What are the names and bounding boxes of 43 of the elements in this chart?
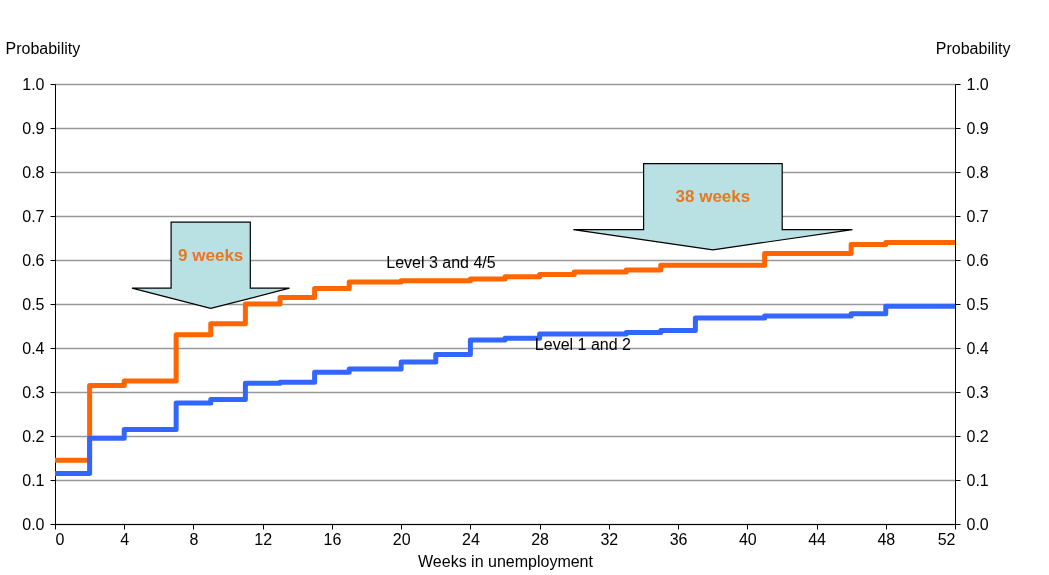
y2-tick-label: 0.1	[966, 471, 989, 489]
y2-tick-label: 0.4	[966, 339, 989, 357]
annotation: 38 weeks	[675, 187, 751, 207]
x-tick-label: 24	[461, 530, 480, 548]
y-tick-label: 0.6	[22, 251, 45, 269]
x-tick-label: 12	[254, 530, 273, 548]
y2-tick-label: 1.0	[966, 75, 989, 93]
x-tick-label: 32	[600, 530, 619, 548]
x-tick-label: 8	[189, 530, 199, 548]
y-tick-label: 0.3	[22, 383, 45, 401]
y2-tick-label: 0.9	[966, 119, 989, 137]
x-tick-label: 16	[323, 530, 342, 548]
y-tick-label: 0.0	[22, 515, 45, 533]
x-tick-label: 4	[120, 530, 130, 548]
annotation: 9 weeks	[178, 245, 244, 265]
y-tick-label: 0.8	[22, 163, 45, 181]
y2-tick-label: 0.7	[966, 207, 989, 225]
y-tick-label: 0.4	[22, 339, 45, 357]
y2-tick-label: 0.2	[966, 427, 989, 445]
x-tick-label: 40	[738, 530, 757, 548]
y-axis-title: Probability	[5, 39, 81, 57]
y2-tick-label: 0.8	[966, 163, 989, 181]
y-tick-label: 0.1	[22, 471, 45, 489]
x-tick-label: 36	[669, 530, 688, 548]
y2-axis-title: Probability	[935, 39, 1011, 57]
x-tick-label: 48	[877, 530, 896, 548]
x-tick-label: 0	[55, 530, 65, 548]
series-label: Level 1 and 2	[534, 335, 632, 353]
y-tick-label: 0.7	[22, 207, 45, 225]
y-tick-label: 0.2	[22, 427, 45, 445]
x-axis-title: Weeks in unemployment	[418, 552, 594, 570]
x-tick-label: 52	[937, 530, 956, 548]
x-tick-label: 28	[531, 530, 550, 548]
y-tick-label: 0.9	[22, 119, 45, 137]
y2-tick-label: 0.6	[966, 251, 989, 269]
y2-tick-label: 0.0	[966, 515, 989, 533]
y2-tick-label: 0.5	[966, 295, 989, 313]
series-label: Level 3 and 4/5	[386, 254, 496, 272]
x-tick-label: 20	[392, 530, 411, 548]
y-tick-label: 1.0	[22, 75, 45, 93]
x-tick-label: 44	[808, 530, 827, 548]
y2-tick-label: 0.3	[966, 383, 989, 401]
y-tick-label: 0.5	[22, 295, 45, 313]
